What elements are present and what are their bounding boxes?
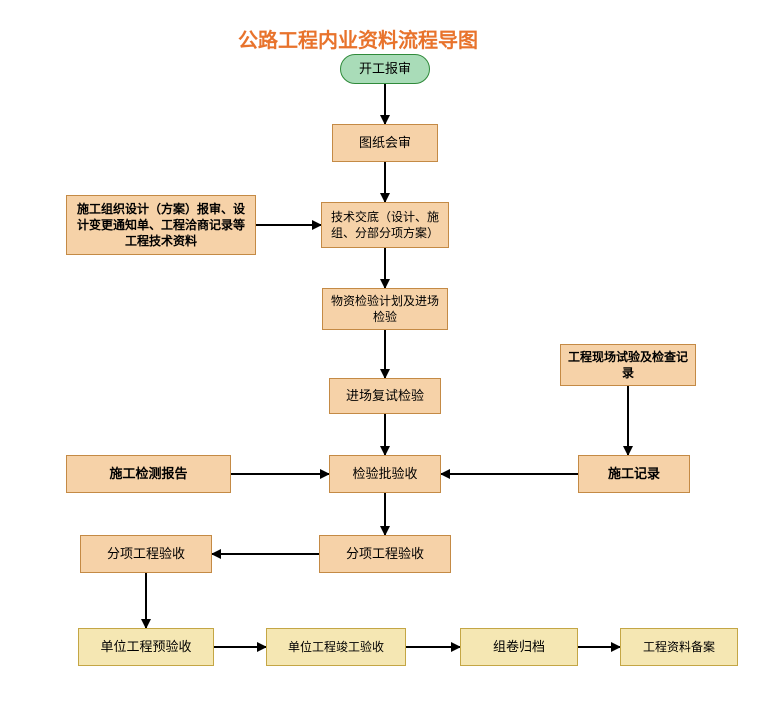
node-n11: 分项工程验收	[80, 535, 212, 573]
node-n13: 单位工程预验收	[78, 628, 214, 666]
node-n3: 技术交底（设计、施组、分部分项方案）	[321, 202, 449, 248]
node-n1: 开工报审	[340, 54, 430, 84]
node-n9: 检验批验收	[329, 455, 441, 493]
diagram-title: 公路工程内业资料流程导图	[238, 24, 478, 53]
node-n12: 分项工程验收	[319, 535, 451, 573]
node-n8: 施工检测报告	[66, 455, 231, 493]
node-n2: 图纸会审	[332, 124, 438, 162]
node-n7: 工程现场试验及检查记录	[560, 344, 696, 386]
node-n16: 工程资料备案	[620, 628, 738, 666]
node-n4: 施工组织设计（方案）报审、设计变更通知单、工程洽商记录等工程技术资料	[66, 195, 256, 255]
node-n15: 组卷归档	[460, 628, 578, 666]
node-n10: 施工记录	[578, 455, 690, 493]
node-n6: 进场复试检验	[329, 378, 441, 414]
node-n5: 物资检验计划及进场检验	[322, 288, 448, 330]
node-n14: 单位工程竣工验收	[266, 628, 406, 666]
